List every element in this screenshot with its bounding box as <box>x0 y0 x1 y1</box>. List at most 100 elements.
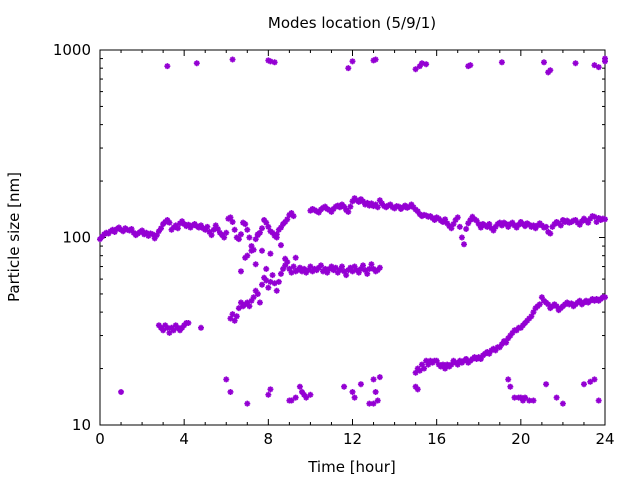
data-point <box>252 287 259 294</box>
data-point <box>473 217 480 224</box>
data-point <box>313 267 320 274</box>
data-point <box>591 62 598 69</box>
data-point <box>307 391 314 398</box>
data-point <box>235 236 242 243</box>
data-point <box>164 216 171 223</box>
x-tick-label: 4 <box>179 430 189 448</box>
data-point <box>170 224 177 231</box>
data-point <box>324 269 331 276</box>
data-point <box>370 265 377 272</box>
data-point <box>553 303 560 310</box>
data-point <box>505 376 512 383</box>
data-point <box>376 197 383 204</box>
data-point <box>263 219 270 226</box>
data-point <box>301 265 308 272</box>
data-point <box>370 400 377 407</box>
data-point <box>418 361 425 368</box>
data-point <box>458 234 465 241</box>
data-point <box>259 247 266 254</box>
data-point <box>349 198 356 205</box>
data-point <box>244 400 251 407</box>
data-point <box>450 221 457 228</box>
data-point <box>166 329 173 336</box>
data-point <box>322 265 329 272</box>
data-point <box>261 216 268 223</box>
data-point <box>265 57 272 64</box>
data-point <box>244 226 251 233</box>
data-point <box>421 365 428 372</box>
data-point <box>244 252 251 259</box>
data-point <box>492 223 499 230</box>
data-point <box>543 223 550 230</box>
data-point <box>526 397 533 404</box>
data-point <box>307 263 314 270</box>
data-point <box>315 264 322 271</box>
data-point <box>347 203 354 210</box>
data-point <box>454 361 461 368</box>
data-point <box>179 324 186 331</box>
data-point <box>553 394 560 401</box>
data-point <box>351 263 358 270</box>
data-point <box>509 219 516 226</box>
data-point <box>187 224 194 231</box>
data-point <box>250 294 257 301</box>
data-point <box>543 381 550 388</box>
data-point <box>153 232 160 239</box>
data-point <box>155 228 162 235</box>
data-point <box>442 216 449 223</box>
data-point <box>408 201 415 208</box>
data-point <box>465 220 472 227</box>
data-point <box>463 226 470 233</box>
data-point <box>345 267 352 274</box>
data-point <box>602 294 608 301</box>
data-point <box>490 227 497 234</box>
data-point <box>231 226 238 233</box>
data-point <box>233 313 240 320</box>
data-point <box>528 313 535 320</box>
data-point <box>97 236 103 243</box>
data-point <box>496 219 503 226</box>
data-point <box>179 218 186 225</box>
data-point <box>467 62 474 69</box>
data-point <box>513 224 520 231</box>
data-point <box>602 55 608 62</box>
data-point <box>580 381 587 388</box>
data-point <box>559 400 566 407</box>
data-point <box>593 218 600 225</box>
data-point <box>164 63 171 70</box>
data-point <box>198 222 204 229</box>
data-point <box>376 264 383 271</box>
data-point <box>290 213 297 220</box>
tick-labels: 0 4 8 12 16 20 24 10 100 1000 <box>53 41 615 448</box>
data-point <box>372 56 379 63</box>
data-point <box>526 221 533 228</box>
data-point <box>229 56 236 63</box>
data-point <box>341 383 348 390</box>
data-point <box>513 327 520 334</box>
data-point <box>265 284 272 291</box>
data-point <box>315 209 322 216</box>
data-point <box>267 58 274 65</box>
data-point <box>545 69 552 76</box>
data-point <box>301 391 308 398</box>
x-tick-label: 16 <box>427 430 446 448</box>
data-point <box>277 224 284 231</box>
data-point <box>237 299 244 306</box>
data-point <box>216 229 223 236</box>
data-point <box>368 200 375 207</box>
data-point <box>524 317 531 324</box>
data-point <box>223 229 230 236</box>
data-point <box>162 322 169 329</box>
data-point <box>151 235 158 242</box>
data-point <box>227 388 234 395</box>
data-point <box>368 261 375 268</box>
data-point <box>267 386 274 393</box>
data-point <box>299 268 305 275</box>
x-tick-label: 0 <box>95 430 105 448</box>
data-point <box>212 222 219 229</box>
data-point <box>595 397 602 404</box>
data-point <box>273 231 280 238</box>
data-point <box>522 223 529 230</box>
data-point <box>578 218 585 225</box>
data-point <box>547 67 554 74</box>
